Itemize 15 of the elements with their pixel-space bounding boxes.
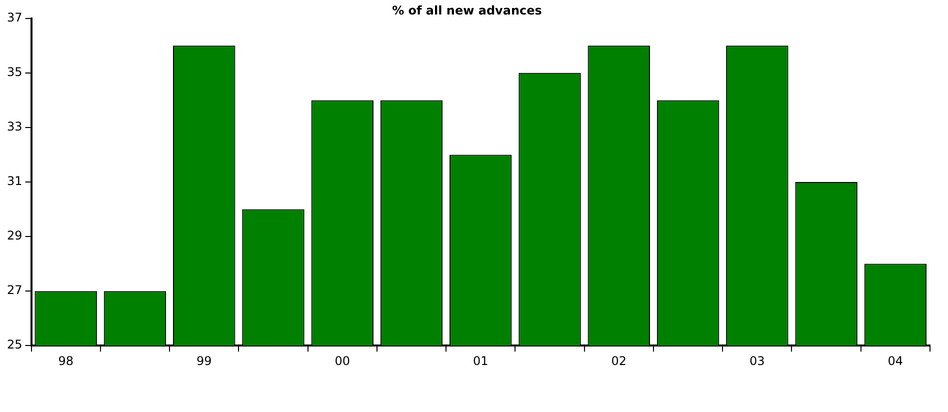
y-tick-label: 31 (6, 174, 22, 188)
chart-title: % of all new advances (392, 3, 542, 18)
y-tick-label: 33 (6, 120, 22, 134)
y-tick-label: 25 (6, 338, 22, 352)
x-tick-label: 03 (750, 354, 765, 368)
x-tick-label: 02 (611, 354, 627, 368)
y-tick-label: 29 (6, 228, 22, 243)
x-tick-label: 04 (888, 354, 904, 368)
x-tick-label: 01 (472, 354, 488, 368)
y-tick-label: 35 (6, 65, 22, 80)
y-tick-label: 37 (6, 10, 22, 25)
x-tick-label: 98 (58, 354, 74, 368)
x-tick-label: 00 (334, 354, 350, 368)
y-tick-label: 27 (6, 283, 22, 298)
x-tick-label: 99 (196, 354, 212, 368)
